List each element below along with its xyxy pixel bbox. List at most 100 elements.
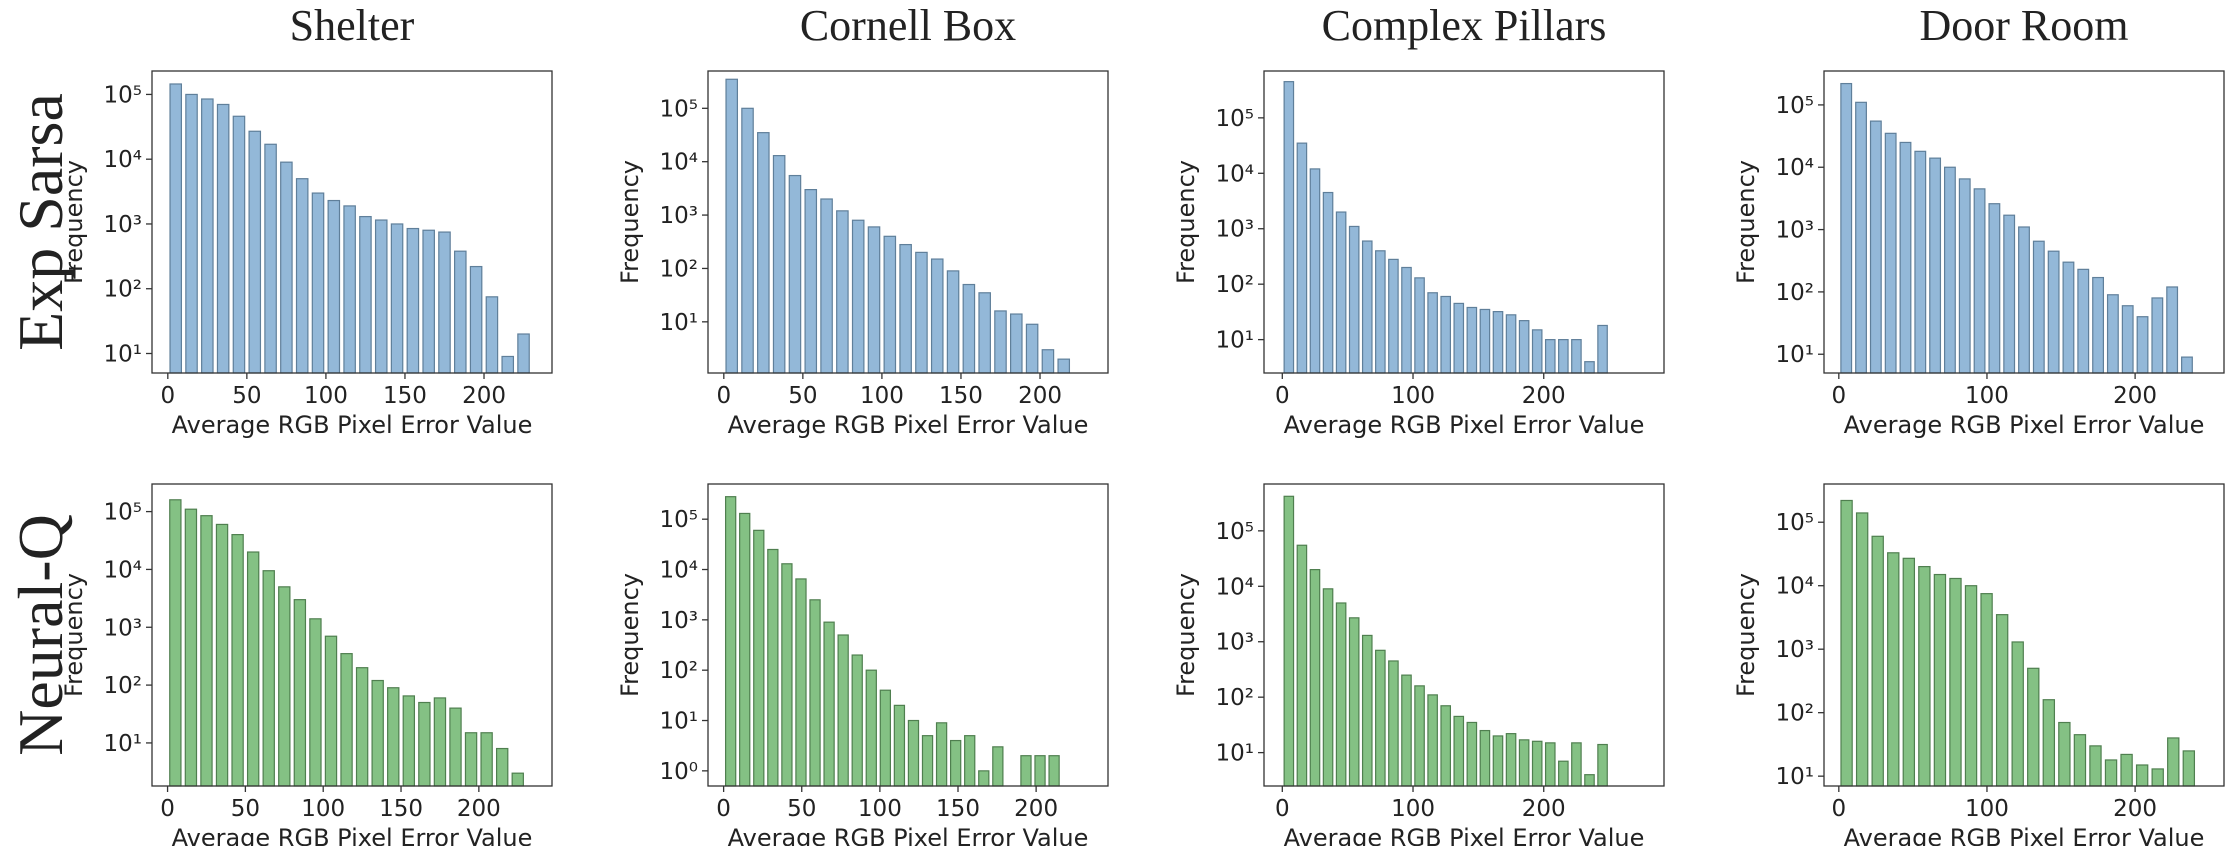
bar [949, 739, 962, 787]
bar [262, 570, 275, 787]
bar [1440, 295, 1452, 374]
bar [1335, 211, 1347, 374]
bar [893, 704, 906, 787]
bar [1884, 132, 1897, 374]
bar [464, 732, 478, 787]
bar [795, 578, 807, 787]
row-label: Exp Sarsa [5, 93, 76, 351]
bar [231, 534, 244, 787]
x-tick-label: 0 [716, 796, 731, 822]
bar [1296, 142, 1308, 374]
bar [757, 132, 770, 374]
bar [501, 355, 515, 374]
bar [1025, 323, 1039, 374]
x-tick-label: 50 [232, 383, 261, 409]
bar [232, 115, 246, 374]
y-axis-label: Frequency [616, 573, 644, 697]
x-axis-label: Average RGB Pixel Error Value [1284, 824, 1645, 846]
bar [978, 770, 990, 787]
y-tick-label: 10⁴ [1216, 574, 1255, 600]
column-title: Shelter [290, 1, 415, 50]
bar [930, 258, 944, 374]
y-axis-label: Frequency [60, 160, 88, 284]
bar [1584, 774, 1595, 787]
bar [1375, 250, 1386, 374]
y-axis-label: Frequency [60, 573, 88, 697]
bar [1020, 755, 1032, 787]
bar [2135, 764, 2149, 787]
y-tick-label: 10⁵ [1216, 106, 1255, 132]
x-tick-label: 0 [160, 383, 175, 409]
y-tick-label: 10¹ [660, 709, 699, 735]
axes-frame [1263, 70, 1665, 374]
bar [1571, 339, 1582, 374]
bar [169, 499, 182, 787]
column-title: Cornell Box [800, 1, 1016, 50]
x-tick-label: 200 [1018, 383, 1062, 409]
bar [449, 707, 462, 787]
bar [788, 174, 802, 374]
axes-frame [151, 483, 553, 787]
bar [2032, 240, 2045, 374]
bar [1361, 240, 1373, 374]
bar [2181, 356, 2193, 374]
x-tick-label: 0 [1275, 383, 1290, 409]
bar [1871, 535, 1884, 787]
x-tick-label: 200 [457, 796, 501, 822]
y-tick-label: 10³ [104, 615, 143, 641]
bar [406, 227, 420, 374]
x-axis-label: Average RGB Pixel Error Value [1284, 411, 1645, 439]
y-tick-label: 10³ [1216, 217, 1255, 243]
bar [1388, 258, 1399, 374]
bar [1309, 168, 1321, 374]
bar [964, 735, 976, 787]
y-tick-label: 10⁵ [1776, 93, 1815, 119]
x-tick-label: 100 [1391, 796, 1435, 822]
bar [359, 215, 372, 374]
x-axis-label: Average RGB Pixel Error Value [728, 411, 1089, 439]
x-axis-label: Average RGB Pixel Error Value [172, 824, 533, 846]
bar [1964, 585, 1978, 787]
bar [1933, 573, 1947, 787]
y-tick-label: 10¹ [1216, 328, 1255, 354]
bar [1492, 735, 1504, 787]
bar [1440, 705, 1452, 787]
bar [1914, 150, 1927, 374]
x-tick-label: 100 [301, 796, 345, 822]
y-tick-label: 10² [104, 277, 143, 303]
bar [1479, 308, 1491, 374]
bar [879, 689, 892, 787]
bar [2120, 753, 2133, 787]
bar [1597, 324, 1608, 374]
x-tick-label: 0 [160, 796, 175, 822]
bar [1361, 634, 1373, 787]
column-title: Door Room [1920, 1, 2129, 50]
bar [402, 695, 416, 787]
bar [1855, 512, 1869, 787]
bar [1348, 617, 1360, 787]
bar [1558, 760, 1569, 787]
bar [309, 618, 322, 787]
bar [753, 529, 765, 787]
bar [978, 292, 991, 374]
bar [2003, 214, 2016, 374]
bar [280, 161, 293, 374]
bar [433, 697, 447, 787]
bar [781, 563, 793, 787]
bar [1869, 120, 1882, 374]
bar [725, 78, 739, 374]
bar [1544, 742, 1556, 787]
bar [1949, 577, 1962, 787]
bar [1283, 495, 1295, 787]
bar [1902, 557, 1916, 787]
bar [1558, 339, 1569, 374]
bar [2058, 721, 2071, 787]
bar [1943, 166, 1956, 374]
bar [293, 599, 307, 787]
y-tick-label: 10² [660, 256, 699, 282]
row-label: Neural-Q [5, 514, 76, 756]
y-tick-label: 10² [1216, 685, 1255, 711]
bar [1453, 715, 1465, 787]
axes-frame [1823, 483, 2225, 787]
bar [1918, 565, 1931, 787]
